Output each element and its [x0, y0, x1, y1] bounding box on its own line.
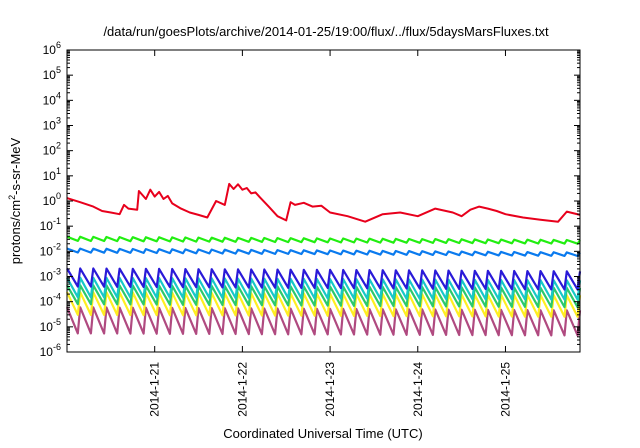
y-tick-exponent: -3 — [53, 267, 61, 277]
y-tick-exponent: 3 — [56, 116, 61, 126]
y-tick-base: 10 — [40, 320, 54, 334]
series-line — [66, 182, 581, 223]
y-tick-base: 10 — [43, 43, 57, 57]
chart-title: /data/run/goesPlots/archive/2014-01-25/1… — [103, 24, 549, 39]
x-axis: 2014-1-21 2014-1-22 2014-1-23 2014-1-24 2014… — [148, 50, 512, 417]
x-tick-label: 2014-1-23 — [323, 362, 337, 417]
y-tick-label: 10-2 — [40, 241, 61, 258]
x-tick-label: 2014-1-25 — [498, 362, 512, 417]
y-tick-exponent: 4 — [56, 90, 61, 100]
y-tick-exponent: -5 — [53, 317, 61, 327]
series-line — [66, 247, 581, 258]
y-tick-base: 10 — [43, 93, 57, 107]
series-line — [66, 291, 582, 318]
series-line — [66, 284, 582, 309]
y-tick-base: 10 — [40, 270, 54, 284]
y-tick-label: 10-4 — [40, 292, 61, 309]
y-tick-label: 10-3 — [40, 267, 61, 284]
y-tick-exponent: -4 — [53, 292, 61, 302]
y-tick-label: 100 — [43, 191, 61, 208]
y-axis-label: protons/cm2-s-sr-MeV — [7, 137, 23, 264]
series-layer — [65, 182, 582, 337]
series-line — [65, 306, 582, 337]
y-axis-label-unit: protons/cm — [8, 200, 23, 264]
x-tick-label: 2014-1-24 — [411, 362, 425, 417]
y-tick-label: 106 — [43, 40, 61, 57]
y-tick-base: 10 — [40, 219, 54, 233]
y-tick-label: 105 — [43, 65, 61, 82]
y-tick-label: 102 — [43, 141, 61, 158]
x-axis-label: Coordinated Universal Time (UTC) — [223, 426, 422, 441]
x-tick-label: 2014-1-22 — [235, 362, 249, 417]
y-tick-base: 10 — [43, 144, 57, 158]
y-tick-label: 103 — [43, 116, 61, 133]
y-tick-label: 104 — [43, 90, 61, 107]
y-tick-label: 101 — [43, 166, 61, 183]
y-axis-label-exponent: 2 — [7, 195, 17, 200]
y-tick-base: 10 — [43, 119, 57, 133]
y-axis-label-rest: -s-sr-MeV — [8, 137, 23, 194]
y-tick-exponent: 6 — [56, 40, 61, 50]
y-tick-exponent: 1 — [56, 166, 61, 176]
series-line — [66, 235, 581, 245]
y-tick-base: 10 — [40, 345, 54, 359]
y-tick-exponent: 2 — [56, 141, 61, 151]
y-axis: 10-610-510-410-310-210-11001011021031041… — [40, 40, 580, 359]
y-tick-base: 10 — [43, 68, 57, 82]
y-tick-base: 10 — [43, 194, 57, 208]
y-tick-base: 10 — [40, 244, 54, 258]
y-tick-label: 10-1 — [40, 216, 61, 233]
y-tick-base: 10 — [40, 295, 54, 309]
y-tick-exponent: -2 — [53, 241, 61, 251]
series-line — [66, 267, 582, 291]
series-line — [66, 276, 582, 301]
y-tick-exponent: 5 — [56, 65, 61, 75]
y-tick-base: 10 — [43, 169, 57, 183]
y-tick-exponent: 0 — [56, 191, 61, 201]
y-tick-label: 10-6 — [40, 342, 61, 359]
y-tick-exponent: -1 — [53, 216, 61, 226]
y-tick-label: 10-5 — [40, 317, 61, 334]
x-tick-label: 2014-1-21 — [148, 362, 162, 417]
y-tick-exponent: -6 — [53, 342, 61, 352]
